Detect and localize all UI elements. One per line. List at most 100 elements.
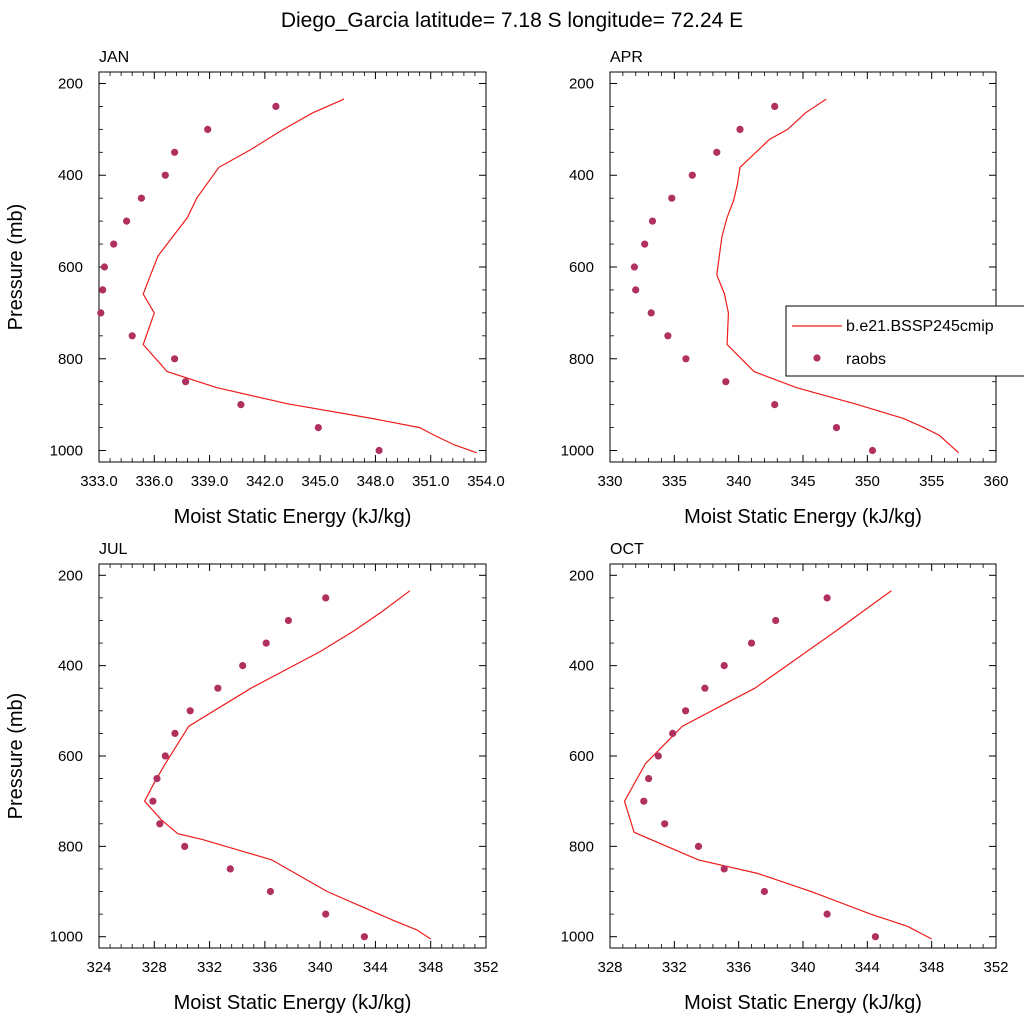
y-tick-label: 800	[569, 838, 594, 855]
raobs-point	[149, 797, 157, 805]
raobs-point	[632, 286, 640, 294]
raobs-point	[153, 775, 161, 783]
raobs-point	[771, 401, 779, 409]
raobs-point	[239, 662, 247, 670]
x-tick-label: 352	[983, 959, 1008, 976]
x-tick-label: 350	[855, 473, 880, 490]
raobs-point	[682, 707, 690, 715]
x-tick-label: 335	[662, 473, 687, 490]
y-tick-label: 800	[569, 351, 594, 368]
x-tick-label: 345.0	[301, 473, 339, 490]
raobs-point	[747, 639, 756, 647]
x-tick-label: 351.0	[412, 473, 450, 490]
raobs-point	[823, 594, 831, 602]
raobs-point	[360, 933, 368, 941]
raobs-point	[171, 355, 179, 363]
raobs-point	[823, 910, 831, 918]
raobs-point	[375, 446, 383, 455]
raobs-point	[772, 616, 780, 625]
x-tick-label: 344	[363, 959, 388, 976]
raobs-point	[701, 684, 709, 692]
raobs-point	[186, 707, 194, 715]
raobs-point	[322, 910, 330, 918]
raobs-point	[181, 842, 189, 851]
legend: b.e21.BSSP245cmip raobs	[785, 305, 1024, 377]
raobs-point	[661, 820, 669, 828]
y-tick-label: 600	[58, 748, 83, 765]
plot-frame	[609, 563, 997, 949]
raobs-point	[137, 194, 145, 202]
x-axis-title: Moist Static Energy (kJ/kg)	[174, 992, 412, 1014]
y-tick-label: 400	[569, 167, 594, 184]
raobs-point	[682, 355, 690, 363]
x-tick-label: 336	[726, 959, 751, 976]
raobs-point	[204, 125, 212, 133]
y-tick-label: 600	[569, 748, 594, 765]
y-tick-label: 200	[58, 75, 83, 92]
raobs-point	[630, 263, 639, 271]
raobs-point	[664, 332, 672, 340]
raobs-point	[171, 729, 179, 738]
y-tick-label: 1000	[561, 443, 594, 460]
series-line-jul	[143, 590, 432, 940]
raobs-point	[123, 217, 131, 225]
y-tick-label: 400	[58, 167, 83, 184]
x-tick-label: 336	[252, 959, 277, 976]
raobs-point	[182, 378, 190, 386]
x-tick-label: 332	[662, 959, 687, 976]
panel-oct: OCT 328 332 336 340 344 348 352 200 400 600 800 1000…	[561, 541, 1009, 1014]
x-tick-label: 352	[473, 959, 498, 976]
series-line-jan	[142, 98, 477, 454]
y-tick-label: 1000	[50, 929, 83, 946]
raobs-point	[647, 309, 655, 317]
x-tick-label: 348	[418, 959, 443, 976]
x-axis-title: Moist Static Energy (kJ/kg)	[684, 992, 922, 1014]
raobs-point	[262, 639, 270, 647]
raobs-point	[110, 240, 118, 248]
raobs-point	[322, 594, 330, 602]
raobs-point	[128, 332, 136, 340]
x-tick-label: 342.0	[246, 473, 284, 490]
raobs-point	[868, 446, 877, 455]
raobs-point	[640, 797, 648, 805]
raobs-point	[832, 424, 841, 432]
x-axis-title: Moist Static Energy (kJ/kg)	[174, 506, 412, 528]
legend-dot-swatch	[813, 354, 821, 362]
series-line-oct	[623, 590, 932, 940]
y-axis-title: Pressure (mb)	[5, 204, 27, 331]
raobs-point	[645, 775, 653, 783]
raobs-point	[161, 171, 169, 179]
y-tick-label: 800	[58, 351, 83, 368]
x-tick-label: 324	[86, 959, 111, 976]
raobs-point	[237, 401, 245, 409]
raobs-point	[669, 729, 677, 738]
x-tick-label: 354.0	[467, 473, 505, 490]
raobs-point	[97, 309, 105, 317]
raobs-point	[720, 865, 728, 873]
legend-dots-label: raobs	[846, 351, 886, 368]
x-tick-label: 348	[919, 959, 944, 976]
figure-title: Diego_Garcia latitude= 7.18 S longitude=…	[281, 9, 743, 32]
raobs-point	[760, 887, 769, 896]
x-tick-label: 328	[142, 959, 167, 976]
y-tick-label: 600	[569, 259, 594, 276]
x-tick-label: 333.0	[80, 473, 118, 490]
raobs-point	[226, 865, 234, 873]
panels-group: JAN 333.0 336.0 339.0 342.0 345.0 348.0 351.0 35…	[5, 49, 1009, 1014]
raobs-point	[648, 217, 657, 225]
x-tick-label: 345	[790, 473, 815, 490]
raobs-point	[871, 933, 880, 941]
raobs-point	[314, 424, 322, 432]
x-tick-label: 340	[726, 473, 751, 490]
y-axis-title: Pressure (mb)	[5, 693, 27, 820]
raobs-point	[266, 887, 274, 896]
y-tick-label: 800	[58, 838, 83, 855]
panel-apr: APR 330 335 340 345 350 355 360 200 400 600 800 1000…	[561, 49, 1009, 528]
raobs-point	[720, 662, 728, 670]
raobs-point	[641, 240, 649, 248]
raobs-point	[214, 684, 222, 692]
raobs-point	[771, 102, 779, 110]
y-tick-label: 200	[58, 567, 83, 584]
raobs-point	[99, 286, 107, 294]
